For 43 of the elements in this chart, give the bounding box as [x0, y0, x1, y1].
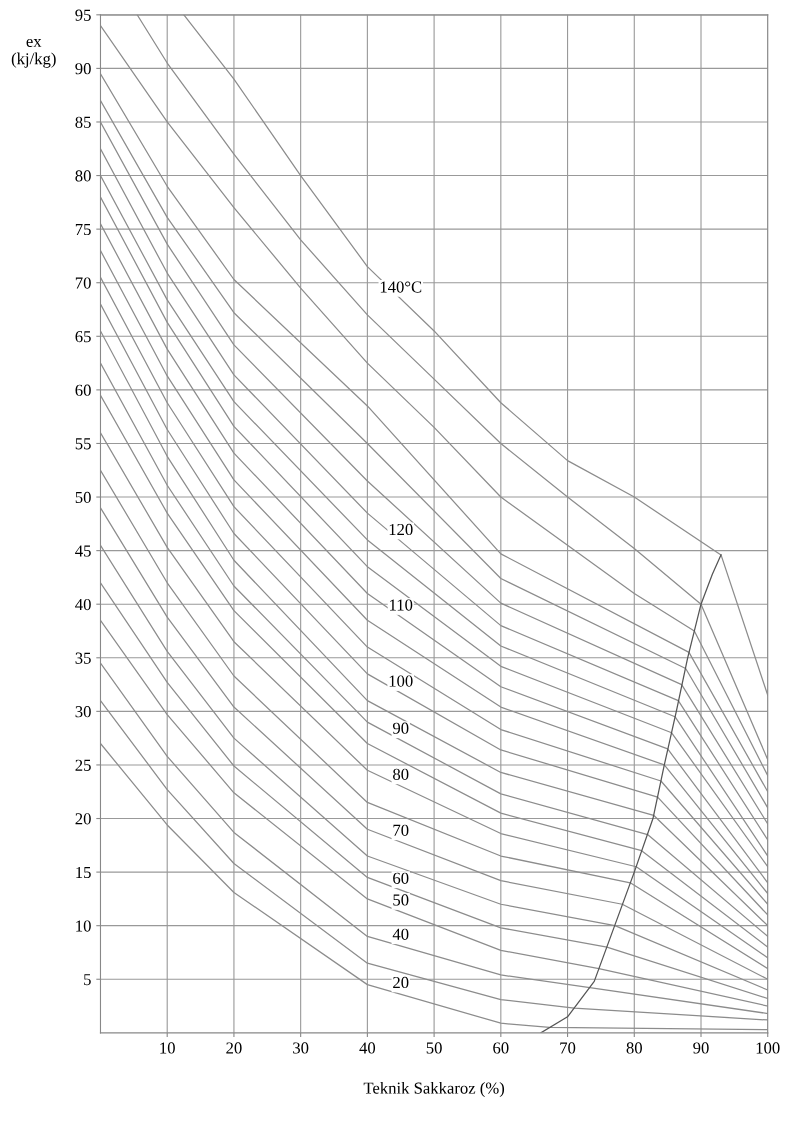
y-tick-label: 65 — [75, 331, 91, 343]
series-label: 100 — [389, 675, 413, 687]
x-tick-label: 30 — [293, 1042, 309, 1054]
y-tick-label: 25 — [75, 759, 91, 771]
x-tick-label: 60 — [493, 1042, 509, 1054]
x-tick-label: 20 — [226, 1042, 242, 1054]
line-series — [540, 554, 722, 1033]
series-label: 80 — [393, 768, 409, 780]
y-tick-label: 80 — [75, 170, 91, 182]
x-axis-title: Teknik Sakkaroz (%) — [363, 1081, 505, 1098]
y-tick-label: 45 — [75, 545, 91, 557]
y-tick-label: 40 — [75, 598, 91, 611]
series-label: 20 — [393, 976, 409, 989]
y-axis-title: ex (kj/kg) — [11, 38, 56, 68]
y-tick-label: 50 — [75, 491, 91, 503]
y-tick-label: 95 — [75, 9, 91, 21]
y-tick-label: 15 — [76, 866, 91, 879]
series-label: 70 — [393, 824, 409, 836]
x-tick-label: 90 — [693, 1042, 709, 1054]
series-label: 110 — [390, 599, 413, 611]
y-tick-label: 5 — [84, 974, 91, 986]
series-label: 90 — [392, 722, 409, 734]
y-tick-label: 90 — [75, 63, 91, 75]
x-tick-label: 70 — [560, 1042, 576, 1054]
series-label: 140°C — [380, 281, 422, 293]
y-tick-label: 20 — [75, 813, 91, 825]
series-label: 60 — [393, 872, 409, 884]
y-tick-label: 35 — [75, 652, 91, 664]
series-label: 50 — [393, 894, 409, 906]
y-tick-label: 75 — [75, 224, 91, 236]
x-tick-label: 10 — [160, 1042, 175, 1054]
y-tick-label: 70 — [75, 277, 91, 289]
x-tick-label: 50 — [426, 1042, 442, 1054]
series-label: 120 — [389, 523, 413, 536]
x-tick-label: 80 — [626, 1042, 642, 1054]
x-tick-label: 40 — [359, 1042, 376, 1054]
y-tick-label: 85 — [75, 116, 91, 128]
y-tick-label: 60 — [75, 384, 91, 396]
series-label: 40 — [392, 928, 409, 940]
y-tick-label: 55 — [75, 438, 91, 450]
x-tick-label: 100 — [756, 1042, 780, 1054]
y-tick-label: 10 — [76, 920, 91, 932]
y-tick-label: 30 — [75, 706, 91, 718]
